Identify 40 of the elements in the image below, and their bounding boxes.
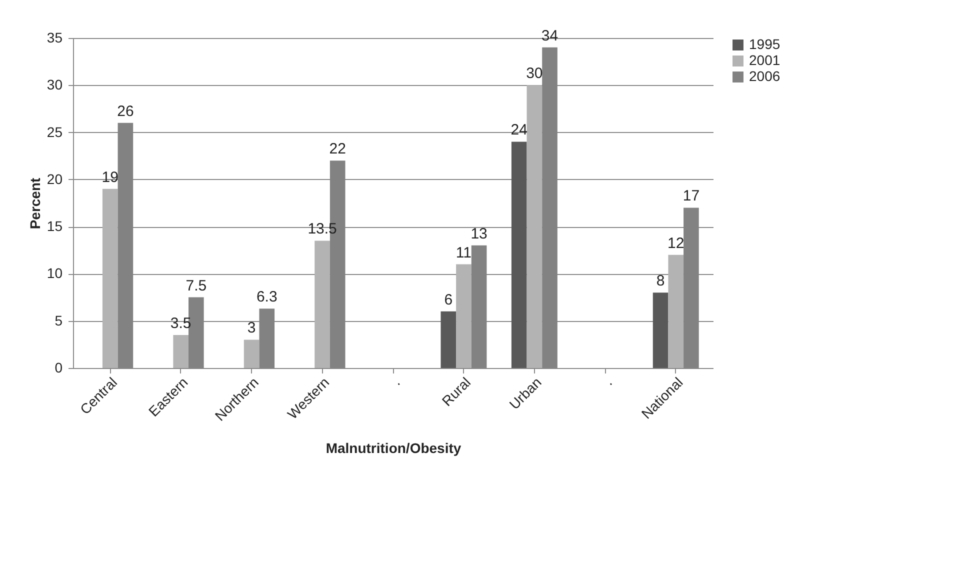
data-label: 30	[526, 65, 543, 82]
y-tick-label: 0	[54, 360, 63, 376]
data-label: 7.5	[186, 277, 207, 294]
data-label: 26	[117, 102, 134, 120]
bar	[511, 142, 527, 368]
legend-label: 2001	[749, 52, 780, 68]
bar	[652, 292, 668, 368]
y-tick-label: 35	[46, 30, 63, 46]
bar	[440, 311, 456, 368]
bar	[244, 340, 260, 368]
data-label: 34	[541, 27, 558, 44]
y-tick-label: 20	[46, 170, 63, 187]
x-axis-title: Malnutrition/Obesity	[326, 440, 462, 456]
legend-label: 2006	[749, 68, 780, 84]
y-tick-label: 25	[46, 124, 63, 140]
data-label: 24	[510, 122, 528, 139]
legend-label: 1995	[749, 36, 780, 52]
bar	[456, 264, 472, 368]
y-tick-label: 15	[46, 218, 63, 234]
data-label: 6	[444, 291, 453, 308]
y-tick-label: 30	[46, 76, 63, 93]
bar	[102, 188, 118, 368]
data-label: 22	[329, 140, 346, 158]
y-tick-label: 5	[54, 312, 63, 328]
bar	[173, 335, 189, 368]
x-tick-label: .	[388, 374, 403, 388]
data-label: 11	[456, 244, 472, 262]
data-label: 8	[656, 272, 665, 290]
data-label: 3	[247, 320, 256, 337]
data-label: 17	[682, 188, 700, 205]
y-tick-label: 10	[46, 265, 63, 282]
data-label: 13	[470, 225, 488, 242]
bar	[526, 85, 542, 368]
data-label: 6.3	[256, 288, 278, 306]
data-label: 19	[102, 168, 118, 186]
bar	[668, 254, 684, 368]
bar	[314, 240, 330, 368]
data-label: 12	[668, 234, 684, 252]
x-tick-label: .	[600, 374, 616, 388]
y-axis-title: Percent	[26, 177, 43, 230]
